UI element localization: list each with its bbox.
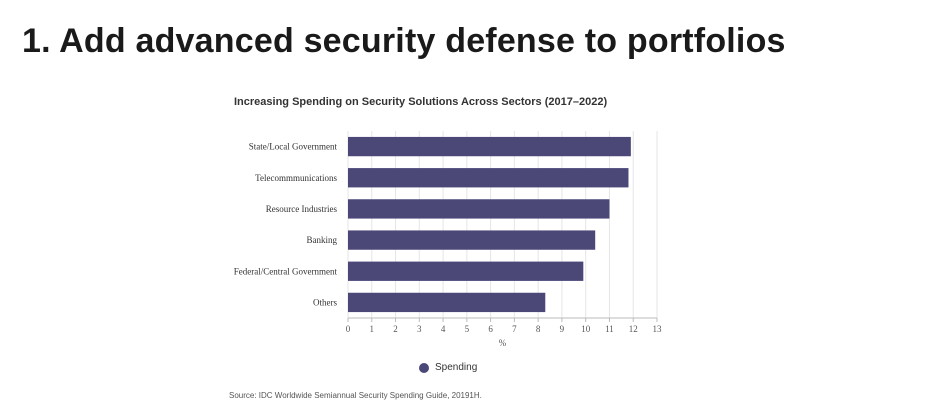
legend: Spending [419, 362, 477, 373]
x-tick-label: 11 [605, 324, 614, 334]
legend-label: Spending [435, 362, 478, 373]
bar [348, 168, 629, 188]
slide-title: 1. Add advanced security defense to port… [22, 22, 786, 60]
bar [348, 230, 596, 250]
chart-title: Increasing Spending on Security Solution… [234, 96, 608, 108]
x-tick-label: 10 [581, 324, 591, 334]
x-tick-label: 13 [653, 324, 663, 334]
bar [348, 261, 584, 281]
x-axis-label: % [499, 338, 507, 348]
x-tick-label: 5 [465, 324, 470, 334]
x-tick-label: 6 [488, 324, 493, 334]
x-tick-label: 1 [370, 324, 375, 334]
legend-swatch [419, 362, 429, 373]
x-tick-label: 8 [536, 324, 541, 334]
x-tick-label: 9 [560, 324, 565, 334]
category-label: Federal/Central Government [234, 266, 338, 276]
x-tick-label: 2 [393, 324, 398, 334]
bar [348, 292, 546, 313]
x-tick-label: 7 [512, 324, 517, 334]
x-tick-label: 4 [441, 324, 446, 334]
category-label: State/Local Government [249, 142, 338, 152]
x-tick-label: 3 [417, 324, 422, 334]
bar [348, 199, 610, 219]
category-label: Resource Industries [266, 204, 338, 214]
category-label: Telecommmunications [255, 173, 337, 183]
source-note: Source: IDC Worldwide Semiannual Securit… [229, 391, 482, 400]
bar [348, 136, 631, 157]
category-label: Banking [307, 235, 338, 245]
x-tick-label: 0 [346, 324, 351, 334]
x-tick-label: 12 [629, 324, 638, 334]
category-label: Others [313, 297, 337, 307]
